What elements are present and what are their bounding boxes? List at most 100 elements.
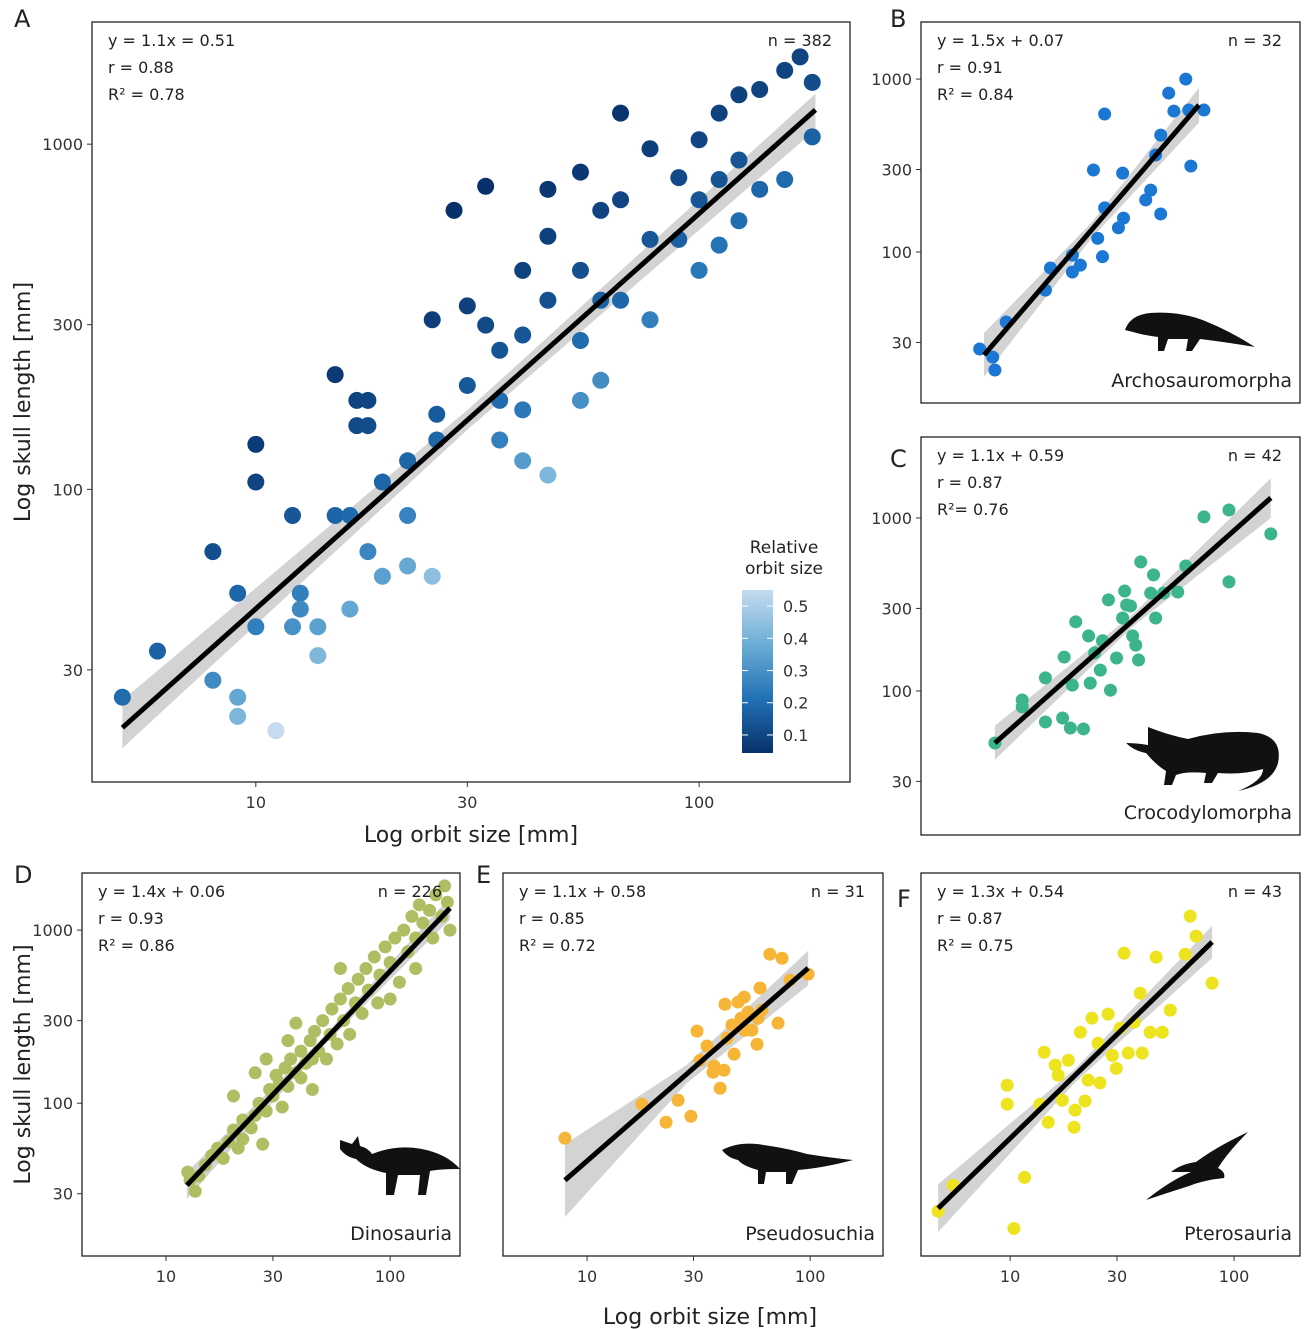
point <box>308 1024 322 1038</box>
y-tick-label: 100 <box>881 682 912 701</box>
point <box>359 543 377 561</box>
point <box>1111 221 1125 235</box>
point <box>423 903 437 917</box>
regression-line <box>563 966 810 1183</box>
point <box>710 104 728 122</box>
point <box>309 647 327 665</box>
point <box>226 1089 240 1103</box>
point <box>514 401 532 419</box>
point <box>438 879 452 893</box>
stat-line: y = 1.1x + 0.58 <box>519 882 646 901</box>
point <box>1082 629 1096 643</box>
point <box>309 618 327 636</box>
y-tick-label: 1000 <box>42 135 83 154</box>
archosauromorph-silhouette <box>1125 312 1255 351</box>
stat-line: R²= 0.76 <box>937 500 1009 519</box>
point <box>281 1034 295 1048</box>
point <box>359 417 377 435</box>
point <box>539 466 557 484</box>
point <box>1078 1094 1092 1108</box>
regression-line <box>120 108 818 730</box>
point <box>1093 1076 1107 1090</box>
point <box>359 962 373 976</box>
point <box>592 201 610 219</box>
x-tick-label: 100 <box>795 1267 826 1286</box>
point <box>275 1100 289 1114</box>
point <box>443 923 457 937</box>
point <box>326 507 344 525</box>
point <box>1129 638 1143 652</box>
stat-line: y = 1.1x = 0.51 <box>108 31 235 50</box>
point <box>491 431 509 449</box>
point <box>429 888 443 902</box>
point <box>592 371 610 389</box>
point <box>458 297 476 315</box>
regression-line <box>993 496 1273 745</box>
point <box>1155 1025 1169 1039</box>
point <box>1118 584 1132 598</box>
point <box>776 171 794 189</box>
point <box>409 962 423 976</box>
colorbar-tick-label: 0.1 <box>783 726 808 745</box>
stat-line: R² = 0.84 <box>937 85 1014 104</box>
y-axis-title: Log skull length [mm] <box>11 944 36 1184</box>
point <box>690 191 708 209</box>
stat-line: r = 0.85 <box>519 909 585 928</box>
point <box>371 996 385 1010</box>
point <box>1154 207 1168 221</box>
colorbar-tick-label: 0.3 <box>783 662 808 681</box>
y-tick-label: 30 <box>892 772 912 791</box>
point <box>1147 568 1161 582</box>
point <box>727 1047 741 1061</box>
panel: 30 100 300 1000 10 30 100 Dy = 1.4x + 0.06 r = 0… <box>11 861 461 1286</box>
point <box>259 1052 273 1066</box>
point <box>426 931 440 945</box>
x-tick-label: 30 <box>457 793 477 812</box>
pseudosuchian-silhouette <box>722 1143 853 1184</box>
panel-letter: C <box>890 445 907 473</box>
point <box>730 86 748 104</box>
point <box>1183 909 1197 923</box>
point <box>440 895 454 909</box>
sample-size: n = 226 <box>378 882 442 901</box>
point <box>803 128 821 146</box>
point <box>1162 86 1176 100</box>
plot-frame <box>920 872 1301 1257</box>
stat-line: r = 0.93 <box>98 909 164 928</box>
point <box>1091 231 1105 245</box>
colorbar-title: Relative orbit size <box>745 538 823 579</box>
point <box>267 722 285 740</box>
point <box>725 1018 739 1032</box>
point <box>416 916 430 930</box>
point <box>359 391 377 409</box>
point <box>1109 1061 1123 1075</box>
stat-line: r = 0.91 <box>937 58 1003 77</box>
point <box>326 366 344 384</box>
point <box>244 1121 258 1135</box>
point <box>684 1109 698 1123</box>
point <box>1086 163 1100 177</box>
y-tick-label: 1000 <box>871 70 912 89</box>
point <box>750 1037 764 1051</box>
crocodylomorph-silhouette <box>1126 727 1279 791</box>
point <box>1051 1068 1065 1082</box>
point <box>1149 950 1163 964</box>
point <box>1117 946 1131 960</box>
point <box>216 1151 230 1165</box>
point <box>399 557 417 575</box>
x-tick-label: 30 <box>683 1267 703 1286</box>
panel-letter: E <box>476 861 491 889</box>
point <box>229 688 247 706</box>
point <box>1110 651 1124 665</box>
point <box>247 435 265 453</box>
point <box>405 909 419 923</box>
stat-line: R² = 0.72 <box>519 936 596 955</box>
point <box>1056 711 1070 725</box>
panel: 30 100 300 1000 By = 1.5x + 0.07 r = 0.91 R² =… <box>871 5 1301 404</box>
point <box>1041 1115 1055 1129</box>
y-tick-label: 300 <box>42 1012 73 1031</box>
point <box>1154 128 1168 142</box>
point <box>1073 1025 1087 1039</box>
panel-letter: D <box>14 861 32 889</box>
